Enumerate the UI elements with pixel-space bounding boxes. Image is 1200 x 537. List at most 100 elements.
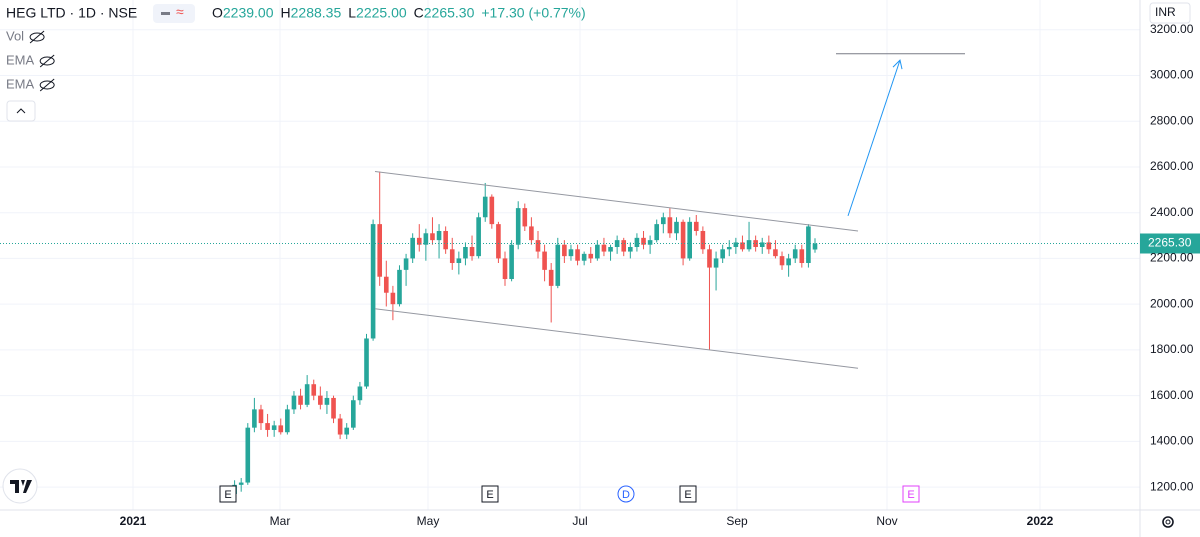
candle-body [548, 269, 554, 286]
x-tick-label: Mar [270, 514, 291, 528]
ohlc-value: 2225.00 [356, 5, 407, 21]
candle-body [614, 240, 620, 247]
candle-body [674, 221, 679, 234]
visibility-icon [29, 30, 45, 44]
candle-body [377, 224, 383, 277]
currency[interactable]: INR [1155, 5, 1176, 19]
candle-body [680, 221, 686, 259]
candle-body [720, 249, 725, 259]
candle-body [555, 244, 561, 286]
candle-body [535, 240, 541, 252]
arrow-head [892, 59, 903, 70]
gear-hub [1165, 519, 1171, 525]
y-tick-label: 3200.00 [1150, 22, 1194, 36]
candle-body [713, 258, 719, 268]
candle-body [786, 258, 791, 266]
visibility-icon [39, 78, 55, 92]
candle-body [278, 425, 284, 433]
event-label: E [907, 489, 914, 501]
visibility-icon [39, 80, 55, 90]
candle-body [601, 244, 607, 252]
candle-body [753, 240, 758, 247]
candle-body [779, 256, 785, 266]
candle-body [456, 258, 462, 264]
toggle-bg[interactable] [153, 4, 195, 23]
candle-body [318, 395, 323, 405]
candle-body [806, 226, 811, 264]
candle-body [792, 249, 798, 259]
event-label: D [622, 489, 630, 501]
event-marker [679, 485, 697, 503]
candle-body [766, 242, 772, 250]
candle-body [489, 196, 495, 225]
candle-body [608, 246, 613, 252]
event-marker [481, 485, 499, 503]
settings-icon[interactable] [1162, 516, 1174, 528]
candle-body [595, 244, 600, 259]
toggle-button[interactable]: ≈ [153, 4, 195, 23]
indicator-label: Vol [6, 28, 24, 43]
candle-body [687, 221, 692, 259]
candle-body [476, 217, 481, 257]
candle-body [515, 208, 521, 245]
candle-body [628, 246, 633, 252]
candle-body [344, 427, 350, 435]
candle-body [324, 397, 330, 405]
x-tick-label: 2022 [1027, 514, 1054, 528]
candle-body [693, 221, 699, 231]
candle-body [621, 240, 627, 252]
candle-body [562, 244, 567, 257]
candle-body [397, 269, 402, 305]
candle-body [298, 395, 303, 405]
candle-body [740, 242, 745, 250]
event-marker [617, 485, 635, 503]
event-label: E [486, 489, 493, 501]
candle-body [773, 249, 778, 257]
candle-body [733, 242, 739, 247]
channel-upper [374, 171, 859, 232]
collapse-icon [16, 108, 26, 114]
candle-body [759, 242, 765, 247]
candle-body [265, 423, 270, 430]
ohlc-value: 2239.00 [223, 5, 274, 21]
collapse-button[interactable] [6, 100, 36, 122]
ohlc-key: O [212, 5, 223, 21]
logo-bg [2, 468, 38, 504]
x-tick-label: Jul [572, 514, 587, 528]
candle-body [522, 208, 528, 227]
candle-body [746, 240, 752, 250]
y-tick-label: 1200.00 [1150, 479, 1194, 493]
currency-button[interactable] [1149, 2, 1191, 24]
gear[interactable] [1162, 516, 1174, 528]
candle-body [812, 243, 818, 250]
candle-body [416, 237, 422, 245]
candle-body [463, 246, 468, 259]
candle-body [542, 251, 547, 270]
candle-body [707, 249, 712, 268]
candle-body [509, 244, 514, 280]
candle-body [588, 253, 594, 259]
candle-body [654, 224, 660, 241]
candle-body [482, 196, 488, 218]
overlay: 2265.30 E E D E E [0, 53, 1200, 503]
candle-body [700, 230, 706, 250]
candle-body [634, 237, 640, 247]
y-tick-label: 2200.00 [1150, 251, 1194, 265]
candle-body [331, 397, 336, 419]
candle-body [443, 230, 448, 250]
candle-body [647, 240, 653, 245]
ohlc-value: 2265.30 [424, 5, 475, 21]
candle-body [496, 224, 501, 259]
candle-body [436, 230, 442, 241]
candle-body [357, 386, 363, 401]
candle-body [271, 425, 277, 430]
visibility-icon [29, 32, 45, 42]
ohlc-value: 2288.35 [291, 5, 342, 21]
candle-body [383, 276, 389, 293]
candle-body [641, 237, 646, 245]
candle-body [799, 249, 805, 264]
grid [0, 0, 1140, 510]
candle-body [660, 217, 666, 225]
x-tick-label: May [417, 514, 440, 528]
